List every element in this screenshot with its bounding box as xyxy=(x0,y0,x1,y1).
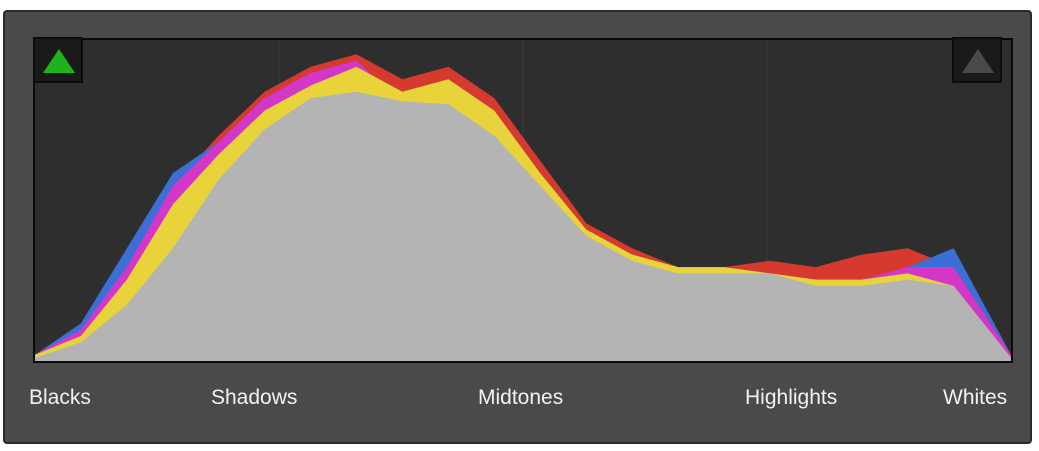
shadow-clipping-toggle[interactable] xyxy=(33,37,83,83)
label-blacks: Blacks xyxy=(29,386,91,409)
label-highlights: Highlights xyxy=(745,386,838,409)
label-shadows: Shadows xyxy=(211,386,298,409)
triangle-up-icon xyxy=(43,49,75,73)
tonal-region-labels: Blacks Shadows Midtones Highlights White… xyxy=(0,386,1039,416)
histogram-panel xyxy=(3,10,1032,444)
label-whites: Whites xyxy=(943,386,1008,409)
histogram-chart xyxy=(35,40,1011,361)
series-luminance xyxy=(35,91,1011,361)
highlight-clipping-toggle[interactable] xyxy=(952,37,1002,83)
triangle-up-icon xyxy=(962,49,994,73)
label-midtones: Midtones xyxy=(478,386,564,409)
histogram-plot xyxy=(33,38,1013,363)
